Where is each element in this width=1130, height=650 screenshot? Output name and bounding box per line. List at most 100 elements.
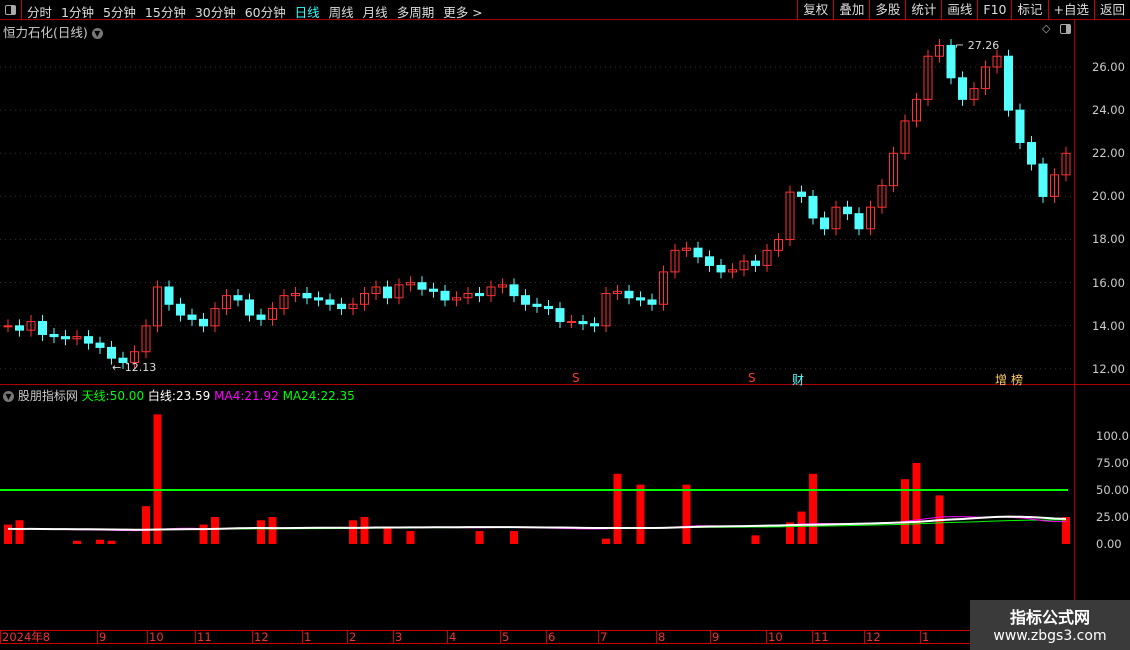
event-marker[interactable]: 榜 — [1011, 373, 1024, 387]
period-tab[interactable]: 1分钟 — [61, 5, 94, 20]
indicator-title: ▼ 股朋指标网 天线:50.00 白线:23.59 MA4:21.92 MA24… — [3, 387, 355, 404]
indicator-bar — [613, 473, 622, 544]
candle-body — [452, 297, 461, 301]
toolbar-button[interactable]: 复权 — [797, 0, 833, 20]
toolbar-button[interactable]: +自选 — [1047, 0, 1094, 20]
candle-body — [1061, 152, 1071, 176]
ma24-label: MA24: — [282, 389, 321, 403]
event-marker[interactable]: 财 — [792, 373, 805, 387]
indicator-bar — [901, 479, 909, 544]
candle-body — [475, 292, 484, 297]
candle-body — [992, 55, 1002, 68]
high-price-label: ⌐ 27.26 — [955, 39, 999, 52]
date-tick: 8 — [656, 630, 666, 644]
indicator-tick: 25.00 — [1096, 510, 1129, 524]
candle-body — [256, 314, 266, 320]
price-tick: 16.00 — [1092, 275, 1125, 290]
candle-body — [486, 286, 496, 297]
candle-body — [1004, 55, 1013, 111]
candle-body — [647, 299, 657, 305]
indicator-bar — [211, 517, 219, 544]
period-tabs: 分时 1分钟 5分钟 15分钟 30分钟 60分钟 日线 周线 月线 多周期 更多 > — [27, 2, 483, 21]
candle-body — [463, 292, 473, 299]
chevron-down-icon[interactable]: ▼ — [3, 391, 14, 402]
candle-body — [84, 336, 93, 344]
indicator-bar — [73, 540, 81, 544]
toolbar-button[interactable]: 返回 — [1093, 0, 1130, 20]
period-tab[interactable]: 分时 — [27, 5, 53, 20]
period-tab[interactable]: 日线 — [294, 5, 320, 20]
candle-body — [981, 66, 990, 90]
chevron-down-icon[interactable]: ▼ — [91, 28, 103, 39]
pane-divider[interactable] — [0, 384, 1130, 385]
indicator-name: 股朋指标网 — [17, 389, 78, 403]
candle-body — [164, 286, 174, 305]
candle-body — [394, 284, 404, 299]
price-tick: 22.00 — [1092, 146, 1125, 161]
toolbar-button[interactable]: 叠加 — [833, 0, 869, 20]
candle-body — [1038, 163, 1048, 197]
toolbar-button[interactable]: F10 — [977, 0, 1011, 20]
price-tick: 14.00 — [1092, 318, 1125, 333]
kline-chart[interactable]: ← 12.13 ⌐ 27.26 — [0, 0, 1074, 630]
candle-body — [95, 342, 105, 348]
candle-body — [923, 55, 933, 100]
baixian-line — [7, 515, 1067, 531]
date-tick: 4 — [447, 630, 457, 644]
candle-body — [130, 351, 139, 364]
event-marker[interactable]: S — [572, 371, 580, 385]
date-tick: 1 — [920, 630, 930, 644]
indicator-bar — [786, 522, 794, 544]
panel-icon[interactable] — [1060, 24, 1071, 34]
baixian-label: 白线: — [147, 389, 176, 403]
date-tick: 2 — [347, 630, 357, 644]
period-tab[interactable]: 更多 > — [443, 5, 483, 20]
indicator-bar — [383, 527, 392, 544]
event-marker[interactable]: S — [748, 371, 756, 385]
toolbar-button[interactable]: 画线 — [941, 0, 977, 20]
candle-body — [912, 98, 921, 122]
axis-divider — [1074, 20, 1075, 630]
price-tick: 18.00 — [1092, 232, 1125, 247]
indicator-bar — [682, 484, 691, 544]
candle-body — [26, 321, 36, 331]
period-tab[interactable]: 30分钟 — [194, 5, 236, 20]
candle-body — [820, 217, 829, 230]
price-tick: 12.00 — [1092, 361, 1125, 376]
candle-body — [325, 299, 335, 305]
candle-body — [107, 346, 116, 359]
diamond-icon[interactable]: ◇ — [1042, 22, 1051, 35]
indicator-bar — [912, 463, 921, 544]
candle-body — [440, 290, 450, 301]
candle-body — [889, 152, 898, 187]
period-tab[interactable]: 多周期 — [396, 5, 435, 20]
event-marker[interactable]: 增 — [995, 373, 1008, 387]
candle-body — [590, 323, 599, 327]
toolbar-button[interactable]: 多股 — [869, 0, 905, 20]
layout-toggle-button[interactable] — [0, 0, 22, 20]
candle-body — [314, 297, 323, 301]
indicator-bar — [15, 520, 24, 544]
period-tab[interactable]: 15分钟 — [144, 5, 186, 20]
indicator-bar — [142, 506, 150, 544]
period-tab[interactable]: 月线 — [362, 5, 388, 20]
candle-body — [141, 325, 151, 353]
candle-body — [210, 308, 220, 327]
baixian-value: 23.59 — [175, 389, 211, 403]
period-tab[interactable]: 周线 — [328, 5, 354, 20]
candle-body — [762, 249, 772, 266]
date-tick: 11 — [195, 630, 212, 644]
indicator-bar — [406, 531, 415, 544]
candle-body — [670, 249, 680, 273]
date-tick: 11 — [812, 630, 829, 644]
candle-body — [279, 295, 289, 310]
indicator-bar — [475, 531, 484, 544]
period-tab[interactable]: 5分钟 — [102, 5, 136, 20]
indicator-bar — [4, 524, 12, 544]
indicator-bar — [636, 484, 645, 544]
period-tab[interactable]: 60分钟 — [244, 5, 286, 20]
candle-body — [946, 44, 956, 79]
toolbar-button[interactable]: 标记 — [1011, 0, 1047, 20]
stock-title[interactable]: 恒力石化(日线) ▼ — [3, 22, 103, 41]
toolbar-button[interactable]: 统计 — [905, 0, 941, 20]
